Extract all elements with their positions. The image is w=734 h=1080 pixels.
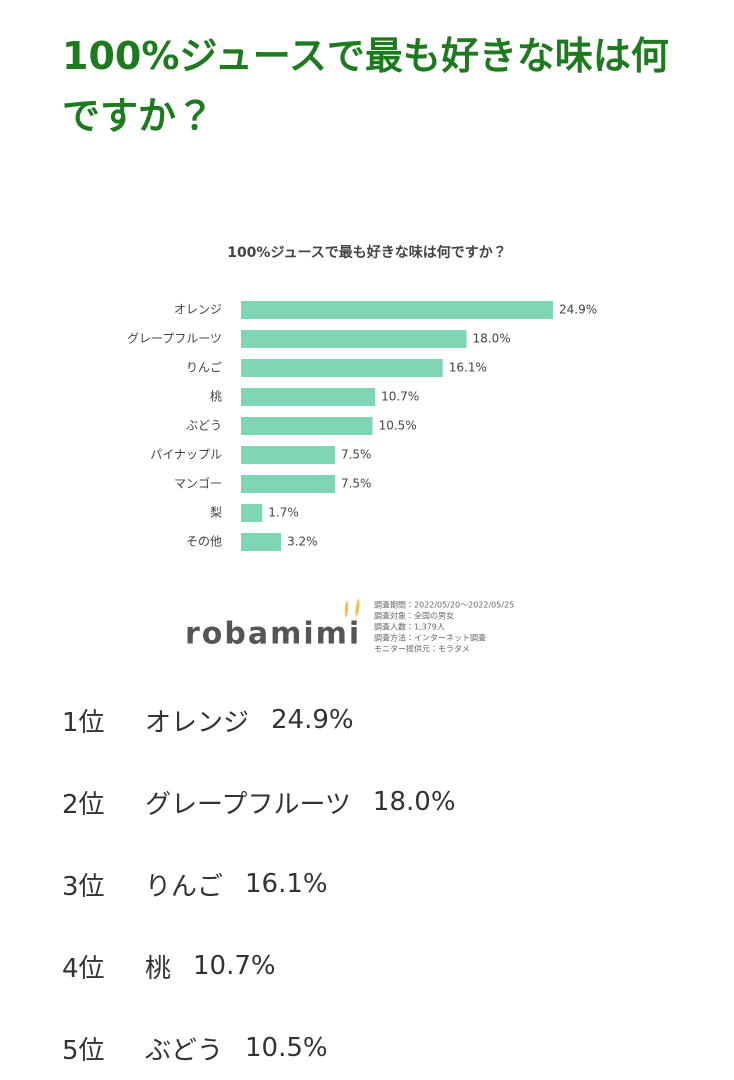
survey-note: 調査期間：2022/05/20～2022/05/25 — [374, 600, 514, 610]
value-label: 3.2% — [287, 535, 318, 549]
survey-note: モニター提供元：モラタメ — [374, 644, 470, 654]
ranking-rank: 5位 — [62, 1035, 105, 1066]
value-label: 10.5% — [379, 419, 417, 433]
bar — [241, 504, 263, 522]
brand-logo: robamimi — [185, 617, 361, 652]
ranking-rank: 2位 — [62, 789, 105, 820]
ranking-share: 10.5% — [245, 1033, 328, 1063]
survey-note: 調査人数：1,379人 — [374, 622, 445, 632]
page-title: 100%ジュースで最も好きな味は何ですか？ — [62, 34, 669, 138]
ranking-share: 24.9% — [271, 705, 354, 735]
ranking-share: 18.0% — [372, 787, 456, 817]
ranking-rank: 1位 — [62, 707, 105, 738]
bar — [241, 388, 376, 406]
category-label: その他 — [186, 535, 222, 549]
value-label: 10.7% — [381, 390, 419, 404]
chart: 100%ジュースで最も好きな味は何ですか？ robamimi 調査期間：2022… — [127, 244, 597, 654]
ranking-item: 3位 りんご 16.1% — [62, 864, 328, 904]
ranking-item: 4位 桃 10.7% — [62, 946, 276, 986]
category-label: マンゴー — [174, 476, 222, 491]
bar — [241, 417, 373, 435]
ranking-name: オレンジ — [145, 707, 250, 738]
survey-note: 調査方法：インターネット調査 — [374, 633, 486, 643]
value-label: 18.0% — [473, 332, 511, 346]
value-label: 7.5% — [341, 477, 372, 491]
category-label: パイナップル — [150, 448, 222, 462]
ranking-rank: 4位 — [62, 953, 105, 984]
ranking-item: 1位 オレンジ 24.9% — [62, 700, 354, 740]
value-label: 16.1% — [449, 361, 487, 375]
ranking-item: 5位 ぶどう 10.5% — [62, 1028, 328, 1068]
logo-ears — [344, 598, 360, 618]
category-label: グレープフルーツ — [127, 332, 222, 346]
value-label: 24.9% — [559, 303, 597, 317]
bar — [241, 475, 335, 493]
category-label: 梨 — [210, 506, 222, 520]
category-label: りんご — [186, 360, 222, 375]
bar — [241, 446, 335, 464]
ranking-name: 桃 — [145, 953, 172, 984]
ranking-item: 2位 グレープフルーツ 18.0% — [62, 782, 456, 822]
value-label: 7.5% — [341, 448, 372, 462]
bar — [241, 533, 282, 551]
value-label: 1.7% — [268, 506, 299, 520]
category-label: 桃 — [210, 389, 222, 404]
chart-title: 100%ジュースで最も好きな味は何ですか？ — [227, 244, 507, 261]
ranking-rank: 3位 — [62, 871, 105, 902]
bar — [241, 301, 553, 319]
survey-note: 調査対象：全国の男女 — [374, 611, 454, 621]
bar — [241, 330, 467, 348]
ranking-name: りんご — [145, 871, 224, 902]
category-label: ぶどう — [186, 419, 222, 433]
ranking-share: 10.7% — [193, 951, 276, 981]
ranking-name: グレープフルーツ — [145, 789, 351, 820]
survey-notes: 調査期間：2022/05/20～2022/05/25調査対象：全国の男女調査人数… — [374, 600, 514, 654]
bar — [241, 359, 443, 377]
ranking-name: ぶどう — [145, 1035, 224, 1066]
category-label: オレンジ — [174, 303, 222, 317]
ranking-share: 16.1% — [245, 869, 328, 899]
